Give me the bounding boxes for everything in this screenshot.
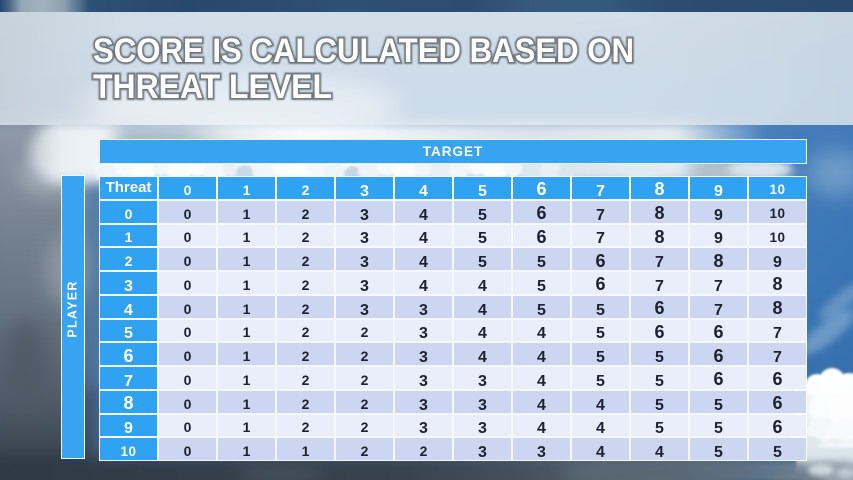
- svg-text:THREAT LEVEL: THREAT LEVEL: [93, 68, 332, 106]
- svg-text:SCORE IS CALCULATED BASED ON: SCORE IS CALCULATED BASED ON: [93, 32, 634, 70]
- svg-text:SCORE IS CALCULATED BASED ON: SCORE IS CALCULATED BASED ON: [93, 32, 634, 70]
- svg-text:THREAT LEVEL: THREAT LEVEL: [93, 68, 332, 106]
